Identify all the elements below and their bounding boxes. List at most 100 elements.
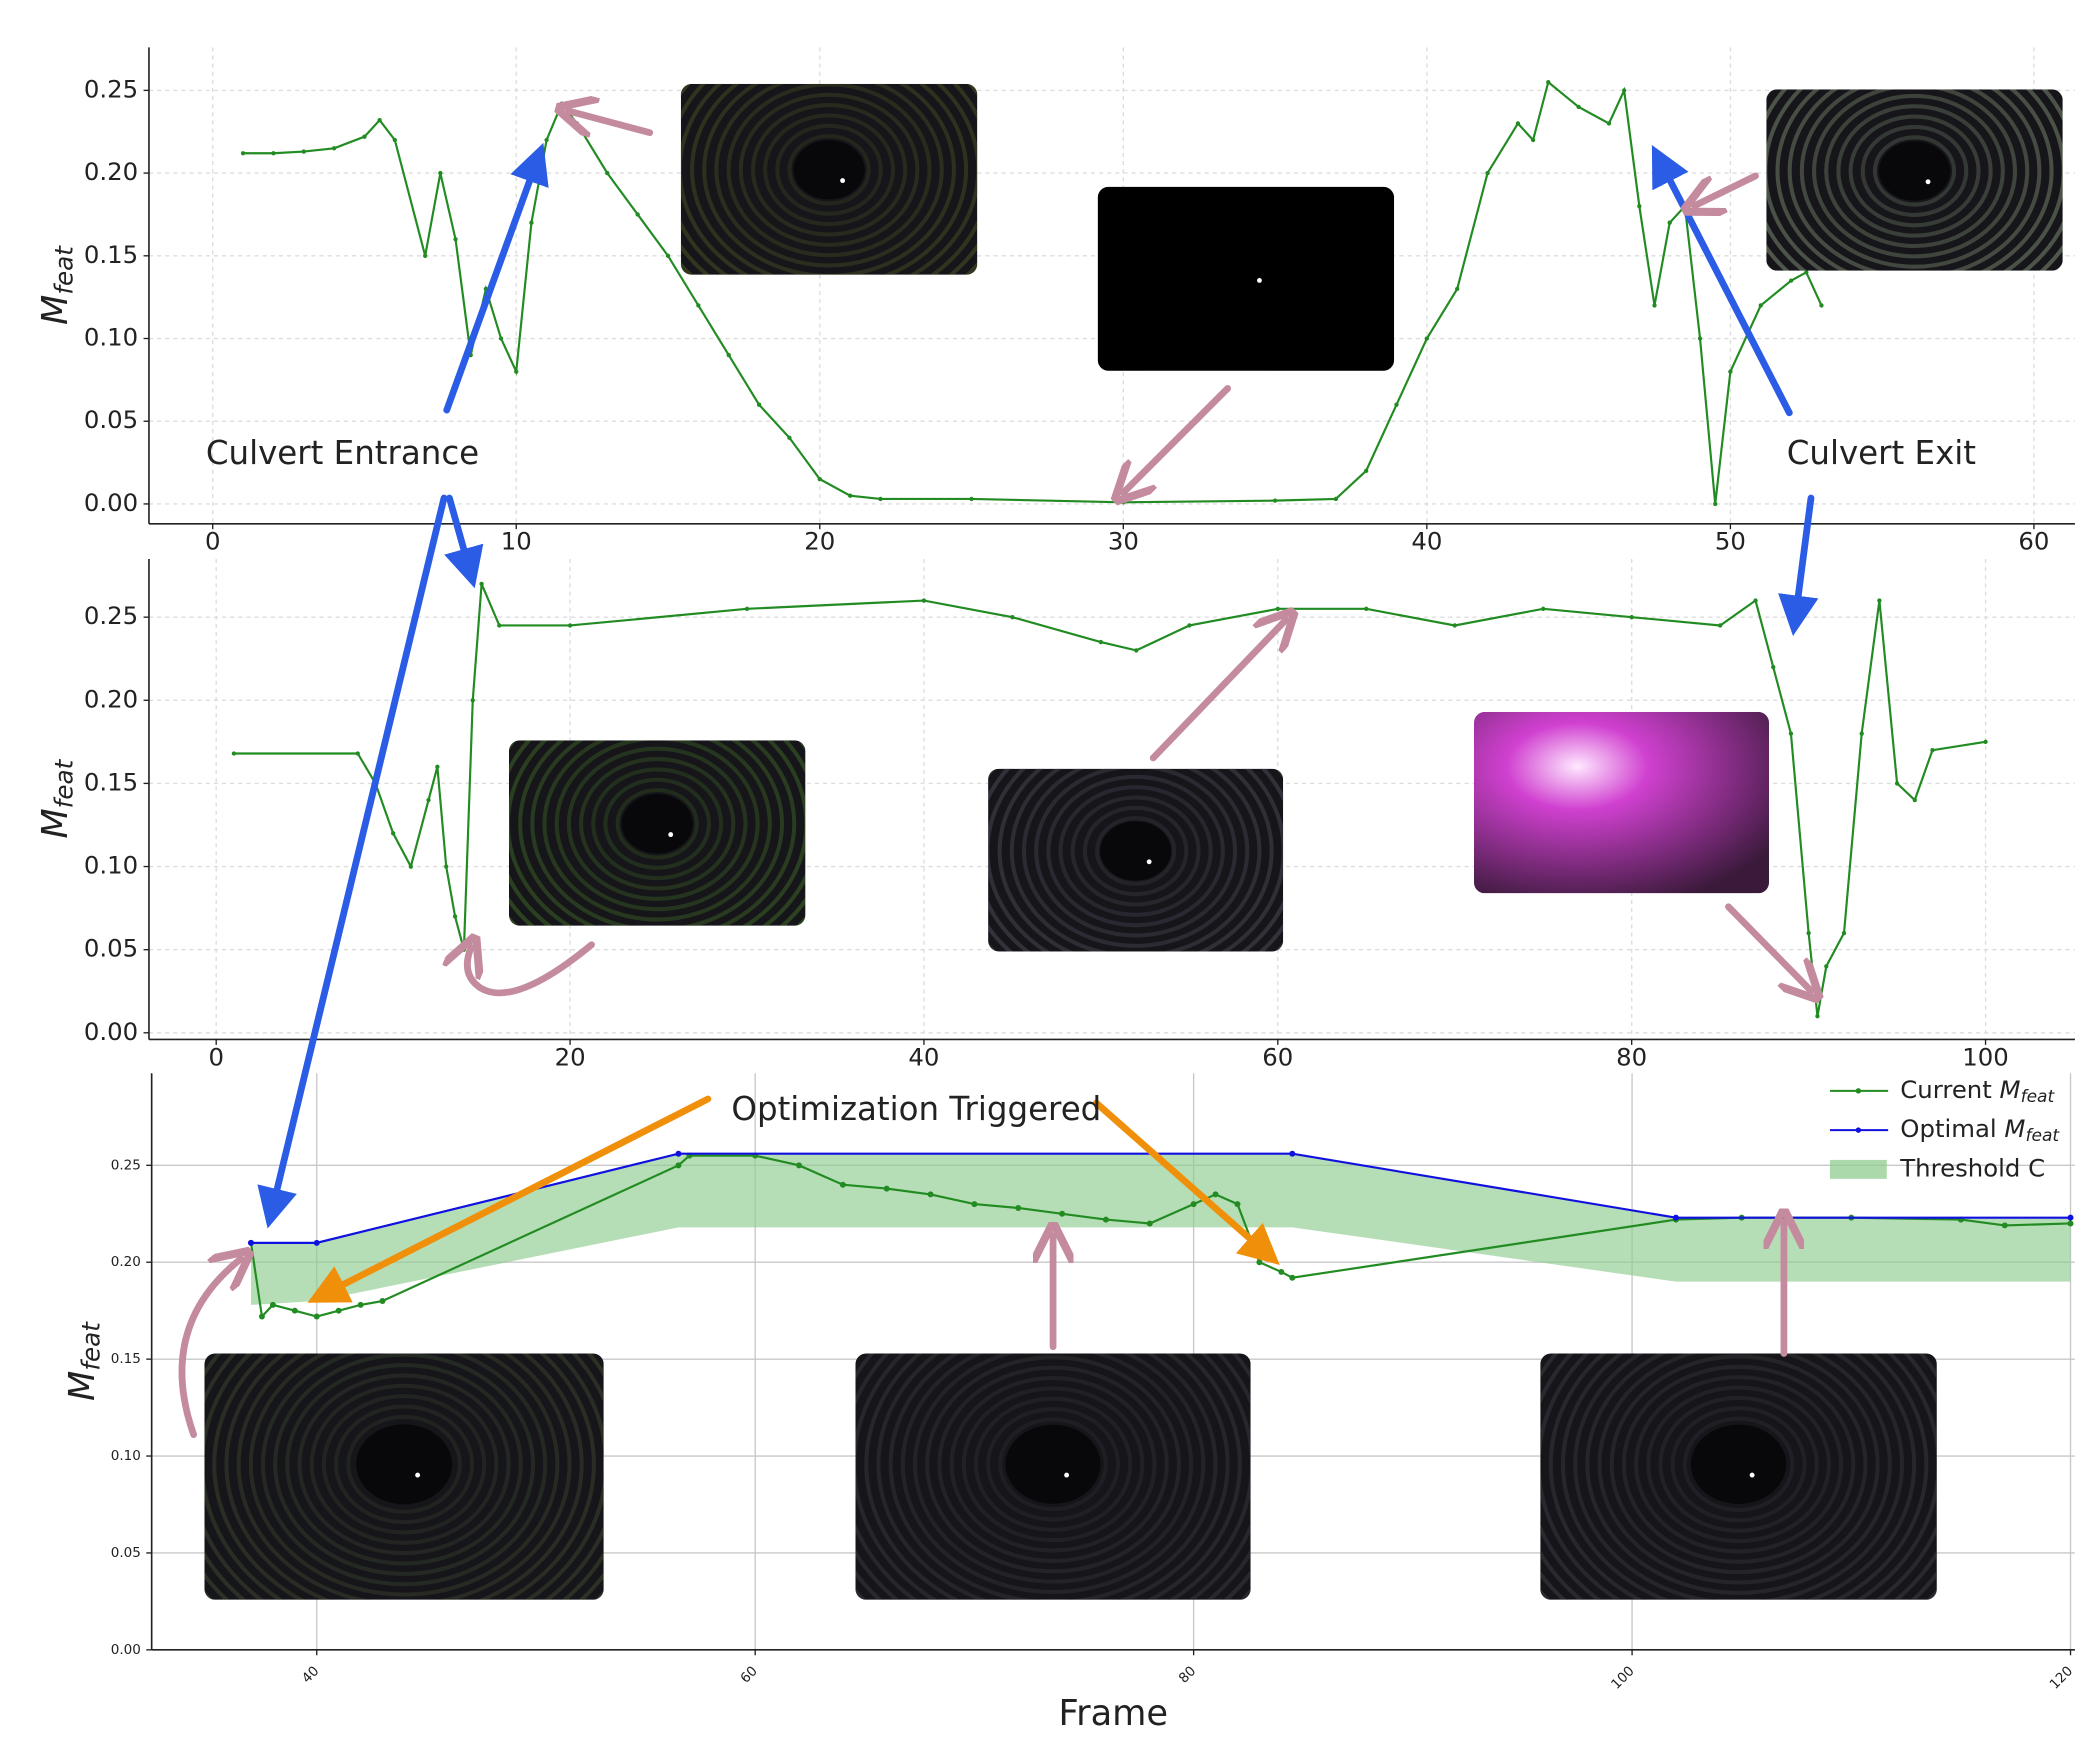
series-point bbox=[883, 1185, 890, 1192]
photo-ring bbox=[1836, 104, 1993, 238]
photo-ring bbox=[937, 1365, 1169, 1563]
x-tick-label: 50 bbox=[1715, 527, 1746, 556]
series-point bbox=[1629, 614, 1634, 620]
photo-ring bbox=[1787, 89, 2042, 271]
series-point bbox=[1015, 1204, 1022, 1211]
series-point bbox=[426, 797, 431, 803]
y-tick-label: 0.25 bbox=[84, 74, 138, 103]
series-point bbox=[675, 1150, 682, 1157]
series-point bbox=[574, 121, 580, 126]
photo-ring bbox=[1070, 795, 1201, 907]
y-tick-label: 0.00 bbox=[111, 1642, 141, 1658]
series-point bbox=[1098, 639, 1104, 645]
photo-ring bbox=[579, 757, 736, 891]
photo-ring bbox=[986, 1407, 1121, 1522]
photo-ring bbox=[1824, 93, 2005, 249]
series-point bbox=[1146, 1220, 1153, 1227]
photo-ring bbox=[1872, 135, 1957, 207]
photo-ring bbox=[973, 1396, 1133, 1532]
series-point bbox=[435, 764, 440, 769]
x-tick-label: 20 bbox=[804, 527, 835, 556]
photo-ring bbox=[1775, 89, 2054, 271]
arrow bbox=[1092, 1099, 1280, 1265]
legend-label: Threshold C bbox=[1899, 1153, 2045, 1182]
photo bbox=[855, 1353, 1251, 1600]
photo-ring bbox=[542, 740, 772, 922]
photo-ring bbox=[566, 746, 748, 901]
x-tick-label: 60 bbox=[1262, 1042, 1293, 1071]
x-tick-label: 80 bbox=[1176, 1663, 1199, 1686]
photo-ring bbox=[334, 1404, 475, 1525]
y-tick-label: 0.05 bbox=[84, 405, 138, 434]
series-point bbox=[1912, 797, 1917, 803]
photo-ring bbox=[702, 83, 956, 275]
photo-ring bbox=[1548, 1353, 1929, 1600]
arrow bbox=[1695, 172, 1759, 206]
arrow bbox=[444, 494, 484, 589]
series-point bbox=[231, 751, 237, 756]
series-point bbox=[461, 947, 467, 952]
series-point bbox=[1394, 402, 1399, 407]
photo-ring bbox=[530, 740, 785, 926]
series-point bbox=[1546, 79, 1551, 85]
series-point bbox=[1637, 204, 1642, 209]
x-tick-label: 20 bbox=[555, 1042, 586, 1071]
photo-ring bbox=[1095, 816, 1177, 886]
x-tick-label: 10 bbox=[501, 527, 532, 556]
photo-ring bbox=[1621, 1364, 1856, 1564]
series-point bbox=[1576, 104, 1581, 110]
photo-ring bbox=[1799, 89, 2030, 269]
series-line bbox=[250, 1152, 2071, 1244]
series-point bbox=[301, 149, 306, 154]
arrow bbox=[443, 142, 549, 414]
photo-ring bbox=[961, 1386, 1145, 1543]
series-point bbox=[1256, 1259, 1263, 1266]
series-point bbox=[1278, 1268, 1285, 1275]
legend-label: Current Mfeat bbox=[1900, 1075, 2055, 1107]
photo-ring bbox=[212, 1353, 596, 1600]
y-axis-label: Mfeat bbox=[35, 758, 79, 838]
photo bbox=[204, 1353, 604, 1600]
series-point bbox=[258, 1313, 265, 1320]
series-point bbox=[971, 1201, 978, 1208]
series-point bbox=[1672, 1214, 1679, 1221]
series-point bbox=[444, 864, 449, 869]
photo-ring bbox=[738, 92, 920, 247]
series-point bbox=[1713, 501, 1718, 507]
y-tick-label: 0.15 bbox=[84, 767, 138, 796]
series-point bbox=[787, 435, 792, 440]
series-point bbox=[497, 623, 502, 628]
photo-bg bbox=[1097, 186, 1395, 371]
y-tick-label: 0.15 bbox=[111, 1351, 141, 1367]
series-point bbox=[1452, 623, 1457, 628]
x-tick-label: 100 bbox=[1608, 1663, 1638, 1693]
series-point bbox=[1485, 170, 1490, 176]
arrow bbox=[257, 494, 448, 1229]
series-point bbox=[665, 253, 671, 258]
series-point bbox=[1983, 739, 1988, 745]
series-point bbox=[921, 598, 927, 603]
series-point bbox=[1758, 303, 1763, 308]
x-tick-label: 80 bbox=[1616, 1042, 1647, 1071]
photo-ring bbox=[346, 1414, 462, 1514]
arrow bbox=[307, 1095, 712, 1303]
x-tick-label: 0 bbox=[205, 527, 221, 556]
photo-ring bbox=[1860, 124, 1969, 217]
series-point bbox=[1788, 731, 1794, 736]
photo-ring bbox=[876, 1353, 1230, 1600]
series-point bbox=[1010, 614, 1015, 620]
y-tick-label: 0.20 bbox=[84, 157, 138, 186]
photo-ring bbox=[1058, 785, 1213, 917]
series-point bbox=[1272, 498, 1278, 503]
photo-ring bbox=[285, 1363, 523, 1566]
series-point bbox=[1234, 1201, 1241, 1208]
photo-ring bbox=[775, 123, 883, 216]
legend-swatch bbox=[1855, 1127, 1862, 1133]
photo-ring bbox=[689, 83, 969, 275]
series-point bbox=[696, 303, 701, 308]
series-point bbox=[1212, 1191, 1219, 1198]
series-point bbox=[1771, 664, 1776, 670]
photo-ring bbox=[1609, 1354, 1868, 1575]
series-point bbox=[969, 496, 974, 502]
